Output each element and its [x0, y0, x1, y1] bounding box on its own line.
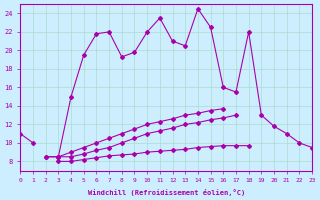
X-axis label: Windchill (Refroidissement éolien,°C): Windchill (Refroidissement éolien,°C) [88, 189, 245, 196]
